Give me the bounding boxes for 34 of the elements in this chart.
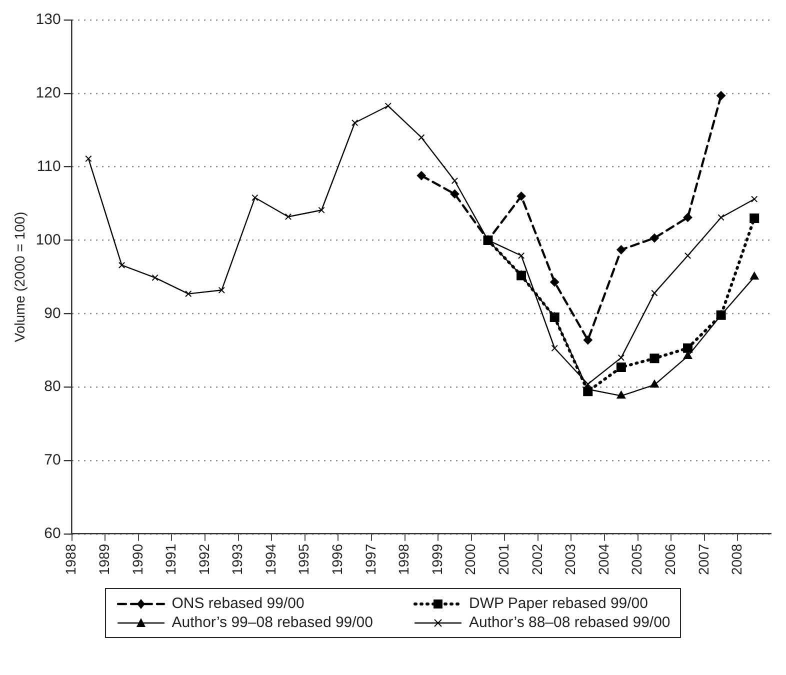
- x-tick-label: 2008: [728, 544, 745, 576]
- legend-label: Author’s 88–08 rebased 99/00: [469, 614, 670, 631]
- x-tick-label: 2000: [462, 544, 478, 576]
- y-tick-label: 120: [36, 84, 61, 102]
- x-tick-label: 2004: [595, 544, 612, 576]
- x-tick-label: 1990: [129, 544, 146, 576]
- y-tick-label: 100: [36, 231, 61, 248]
- x-tick-label: 2001: [496, 544, 512, 576]
- legend-label: DWP Paper rebased 99/00: [469, 595, 648, 612]
- x-tick-label: 2006: [662, 544, 678, 576]
- x-tick-label: 1997: [362, 544, 378, 576]
- y-axis-title: Volume (2000 = 100): [11, 212, 28, 342]
- x-tick-label: 2005: [628, 544, 645, 576]
- x-tick-label: 1993: [229, 544, 246, 576]
- x-tick-label: 1999: [428, 544, 445, 576]
- y-tick-label: 60: [44, 524, 61, 542]
- x-tick-label: 2007: [695, 544, 712, 576]
- x-tick-label: 1988: [62, 544, 79, 576]
- x-tick-label: 1995: [296, 544, 312, 576]
- y-tick-label: 70: [44, 452, 61, 469]
- y-tick-label: 130: [36, 11, 61, 28]
- y-tick-label: 110: [36, 158, 61, 175]
- x-tick-label: 2002: [528, 544, 545, 576]
- x-tick-label: 1998: [396, 544, 412, 576]
- legend-label: ONS rebased 99/00: [172, 595, 304, 612]
- x-tick-label: 2003: [562, 544, 578, 576]
- x-tick-label: 1992: [196, 544, 212, 576]
- x-tick-label: 1989: [96, 544, 112, 576]
- y-tick-label: 90: [44, 304, 61, 322]
- legend-label: Author’s 99–08 rebased 99/00: [172, 614, 373, 631]
- y-tick-label: 80: [44, 378, 61, 396]
- x-tick-label: 1994: [262, 544, 278, 576]
- x-tick-label: 1991: [162, 544, 179, 576]
- x-tick-label: 1996: [329, 544, 346, 576]
